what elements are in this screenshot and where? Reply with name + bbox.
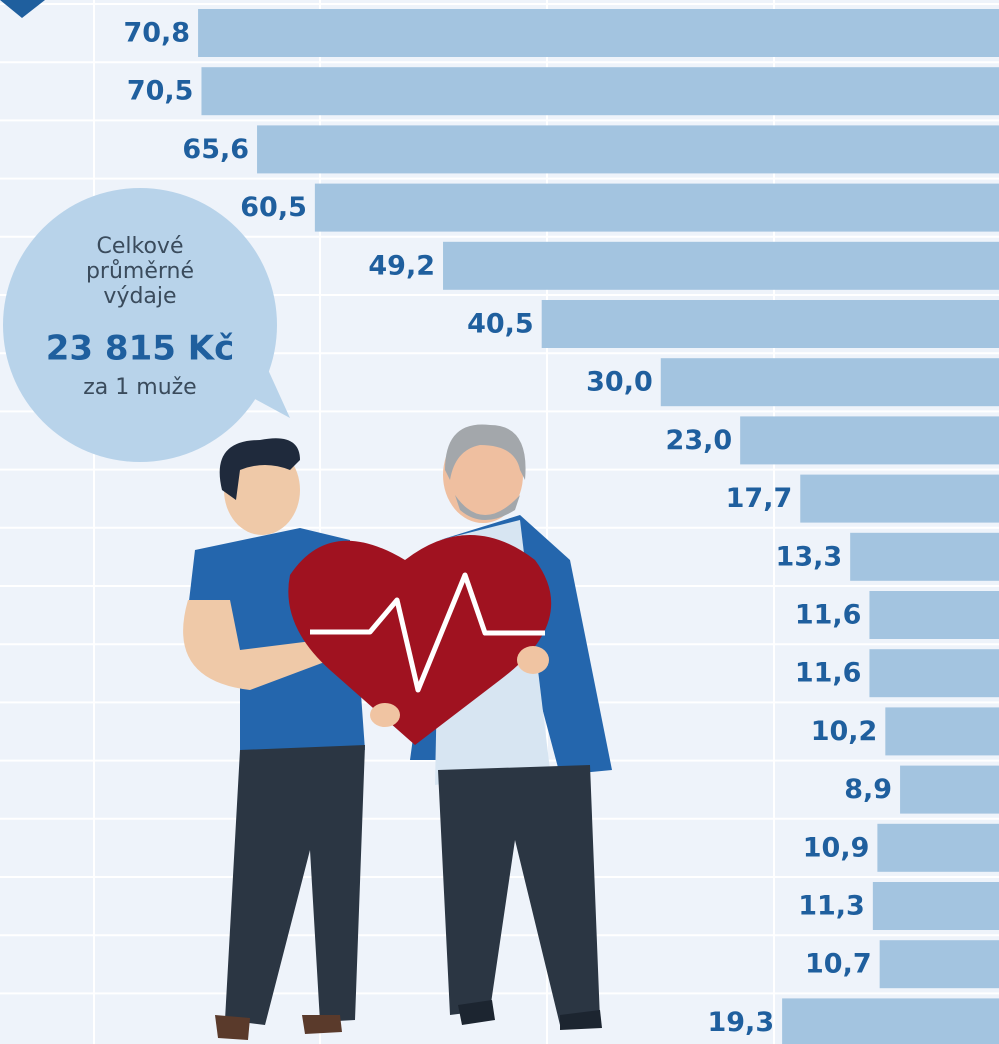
value-label: 11,6 bbox=[795, 600, 862, 631]
bar bbox=[850, 533, 999, 581]
bar bbox=[443, 242, 999, 290]
value-label: 23,0 bbox=[666, 425, 733, 456]
bar bbox=[873, 882, 999, 930]
bubble-text: za 1 muže bbox=[83, 375, 196, 400]
bubble-text: Celkové bbox=[97, 234, 184, 259]
bar bbox=[877, 824, 999, 872]
value-label: 17,7 bbox=[726, 483, 793, 514]
value-label: 60,5 bbox=[240, 192, 307, 223]
bubble-text: průměrné bbox=[86, 259, 194, 284]
value-label: 10,7 bbox=[805, 949, 872, 980]
value-label: 70,8 bbox=[123, 18, 190, 49]
bar bbox=[198, 9, 999, 57]
bubble-amount: 23 815 Kč bbox=[46, 329, 234, 369]
value-label: 11,3 bbox=[798, 891, 865, 922]
bar bbox=[800, 475, 999, 523]
bar bbox=[782, 998, 999, 1044]
value-label: 13,3 bbox=[776, 541, 843, 572]
bar bbox=[869, 649, 999, 697]
bar bbox=[542, 300, 999, 348]
value-label: 65,6 bbox=[182, 134, 249, 165]
bar bbox=[201, 67, 999, 115]
value-label: 8,9 bbox=[844, 774, 892, 805]
bar bbox=[880, 940, 999, 988]
bar bbox=[661, 358, 999, 406]
bar bbox=[885, 707, 999, 755]
bar bbox=[869, 591, 999, 639]
value-label: 10,9 bbox=[803, 832, 870, 863]
value-label: 70,5 bbox=[127, 76, 194, 107]
bubble-text: výdaje bbox=[103, 284, 176, 309]
bar bbox=[740, 416, 999, 464]
value-label: 49,2 bbox=[368, 250, 435, 281]
value-label: 40,5 bbox=[467, 309, 534, 340]
chart: 70,8 70,5 65,6 60,5 49,2 40,5 30,0 23,0 17,7 13,3… bbox=[0, 0, 999, 1044]
value-label: 30,0 bbox=[586, 367, 653, 398]
bar bbox=[257, 125, 999, 173]
value-label: 19,3 bbox=[707, 1007, 774, 1038]
value-label: 10,2 bbox=[811, 716, 878, 747]
bar bbox=[900, 766, 999, 814]
bar bbox=[315, 184, 999, 232]
value-label: 11,6 bbox=[795, 658, 862, 689]
